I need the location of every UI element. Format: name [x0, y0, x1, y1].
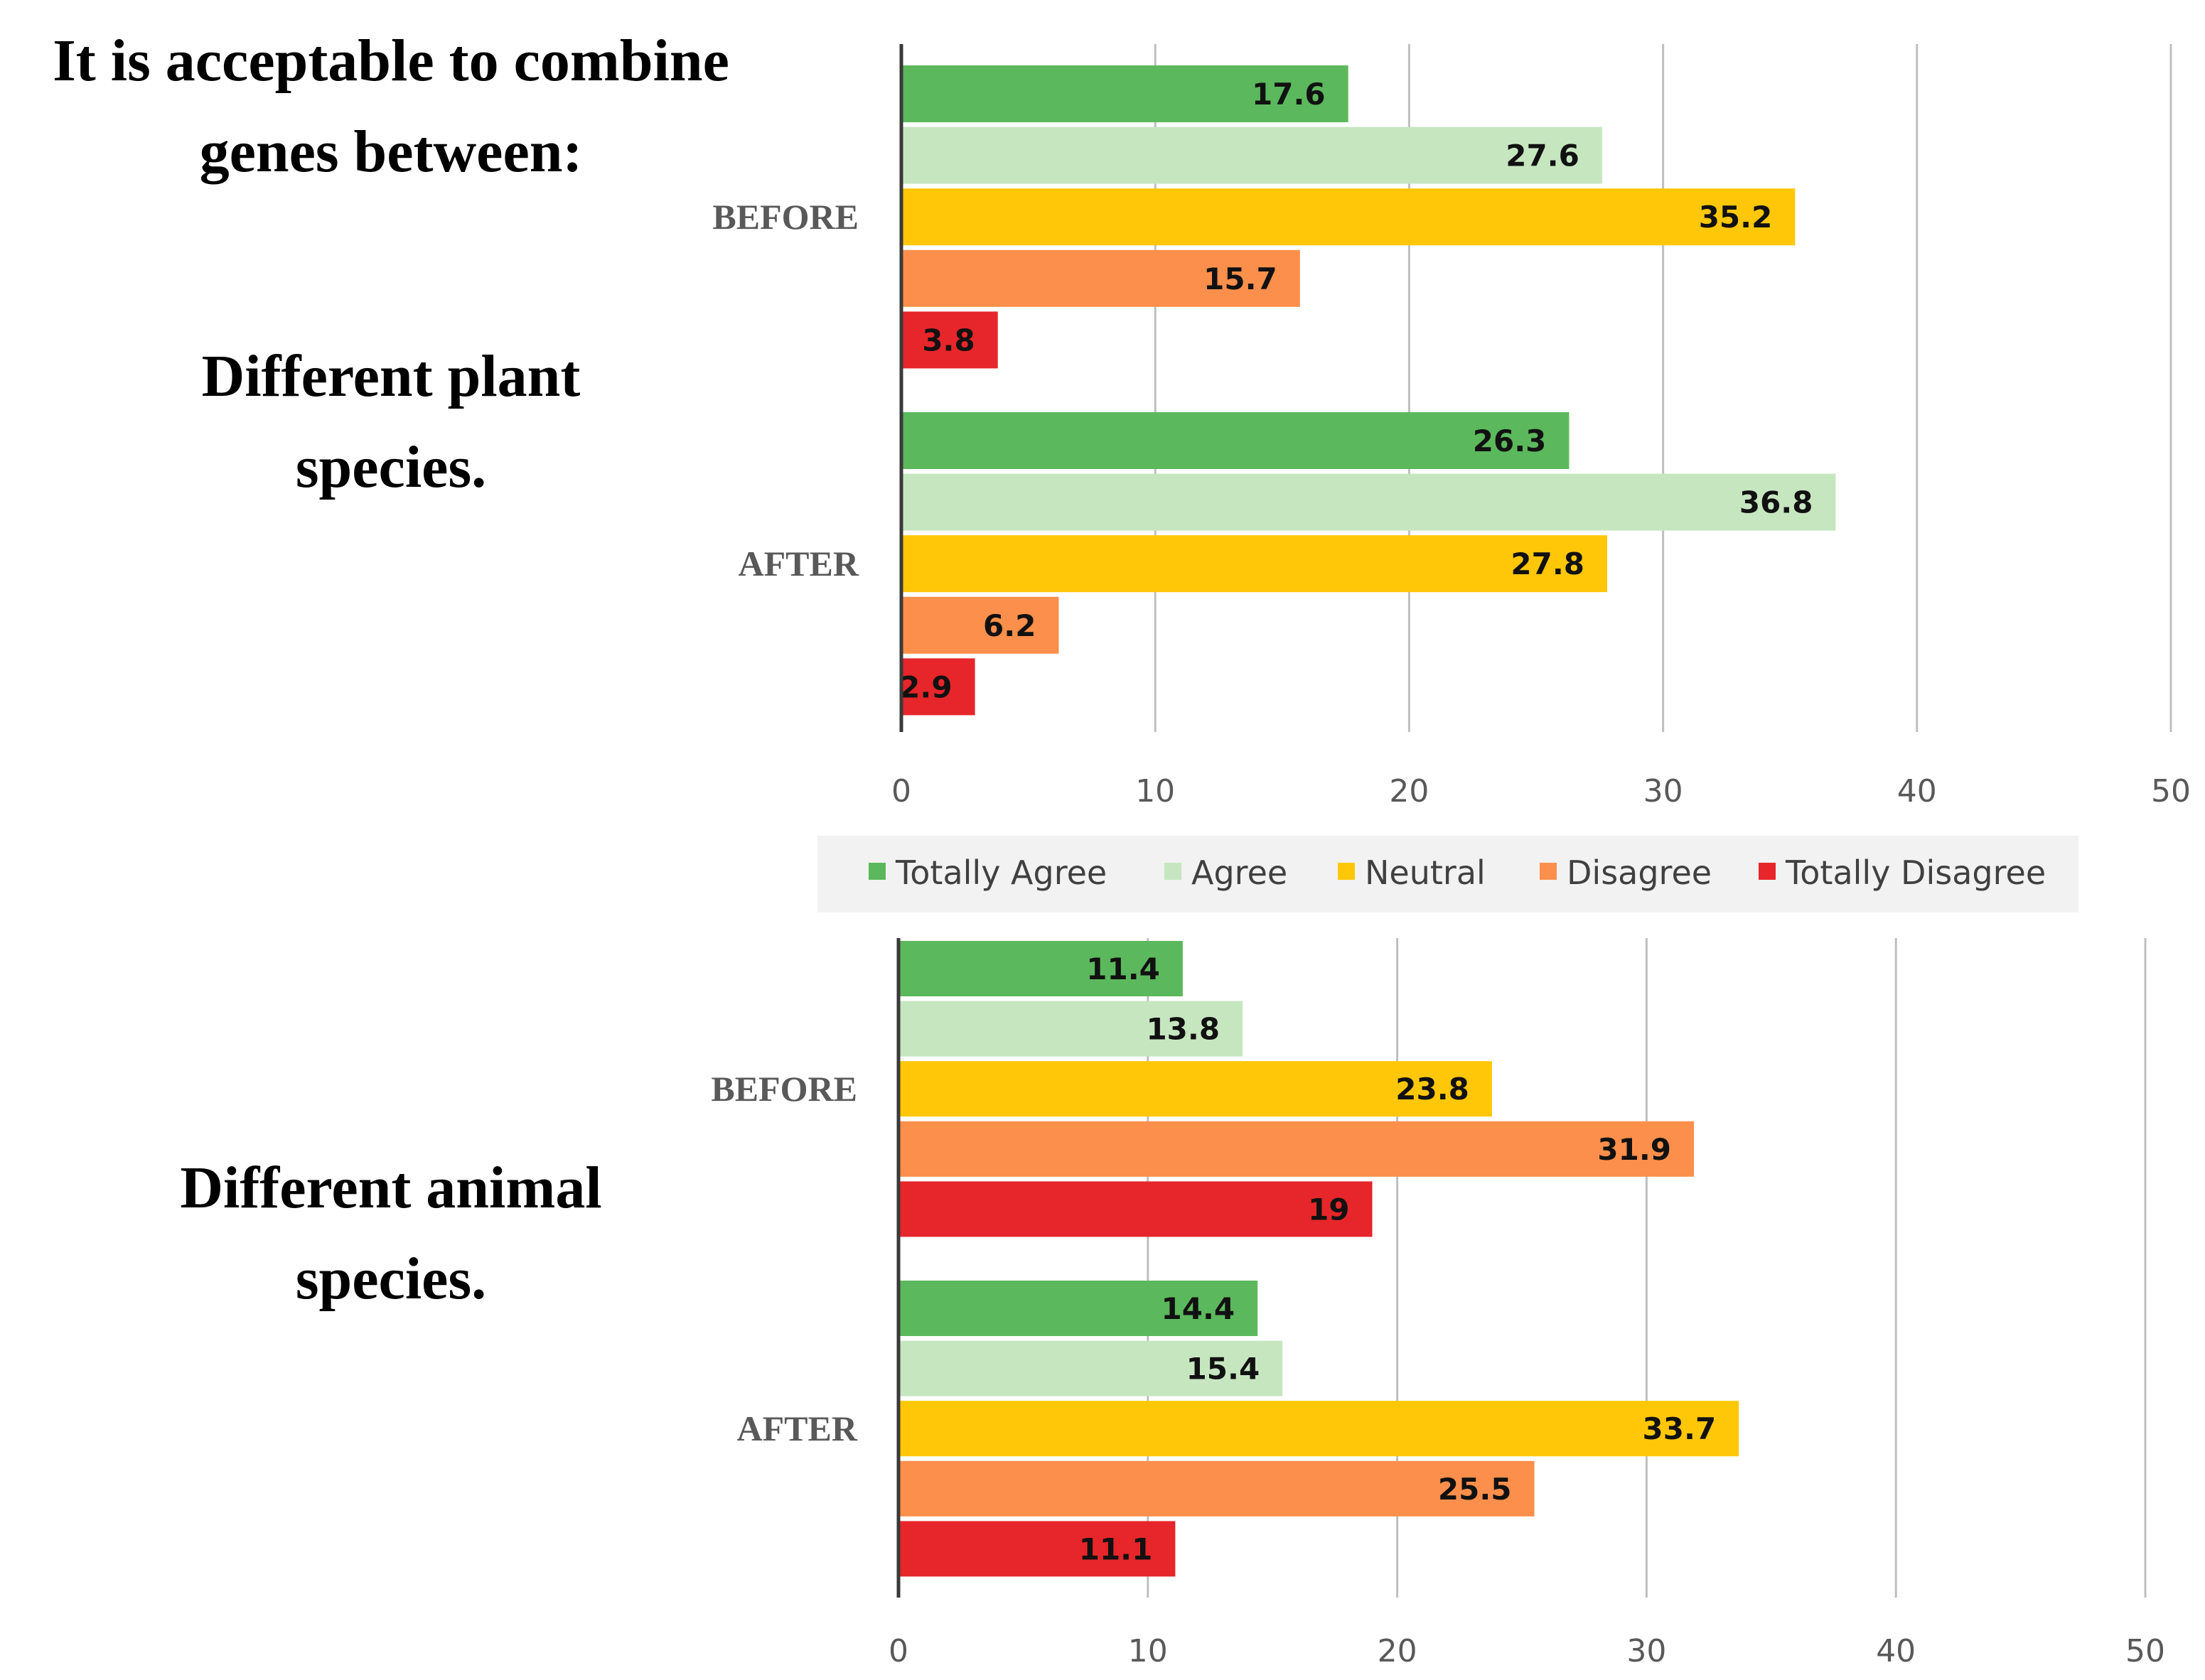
- data-label-after-totally-disagree: 2.9: [899, 669, 952, 704]
- data-label-before-totally-disagree: 19: [1308, 1192, 1349, 1227]
- data-label-before-disagree: 15.7: [1203, 262, 1277, 296]
- legend-label-neutral: Neutral: [1365, 854, 1486, 892]
- bar-before-totally-disagree: [901, 311, 998, 369]
- category-label-after: AFTER: [737, 1409, 858, 1448]
- bar-after-disagree: [898, 1460, 1535, 1517]
- bar-after-neutral: [901, 535, 1608, 593]
- data-label-after-totally-agree: 26.3: [1473, 424, 1547, 458]
- x-tick-label: 50: [2125, 1633, 2165, 1669]
- x-tick-label: 10: [1135, 773, 1175, 809]
- data-label-before-agree: 13.8: [1146, 1012, 1220, 1047]
- data-label-after-neutral: 33.7: [1643, 1411, 1717, 1446]
- data-label-before-totally-agree: 11.4: [1086, 952, 1160, 986]
- category-label-after: AFTER: [739, 544, 859, 583]
- plant-heading-line-1: Different plant: [201, 343, 581, 409]
- legend-swatch-neutral: [1338, 863, 1355, 880]
- plant-species-chart: 17.6 27.6 35.2 15.7 3.8 BEFORE 26.3 36.8 27.8 6.2…: [712, 44, 2191, 809]
- data-label-after-agree: 36.8: [1739, 485, 1813, 520]
- bar-before-agree: [901, 126, 1602, 184]
- data-label-before-agree: 27.6: [1506, 139, 1579, 173]
- bar-after-totally-disagree: [901, 658, 975, 716]
- data-label-after-neutral: 27.8: [1511, 546, 1584, 581]
- bar-after-totally-agree: [901, 412, 1570, 469]
- x-tick-label: 30: [1643, 773, 1683, 809]
- legend-swatch-disagree: [1540, 863, 1557, 880]
- bar-after-agree: [898, 1340, 1283, 1396]
- bar-before-agree: [898, 1001, 1243, 1057]
- data-label-before-totally-disagree: 3.8: [922, 323, 975, 357]
- x-tick-label: 0: [891, 773, 911, 809]
- bar-after-disagree: [901, 596, 1059, 654]
- bar-after-agree: [901, 473, 1836, 531]
- data-label-after-totally-disagree: 11.1: [1079, 1531, 1153, 1566]
- legend: Totally Agree Agree Neutral Disagree Totally…: [817, 836, 2078, 912]
- plant-chart-heading: Different plant species.: [107, 331, 675, 513]
- x-tick-label: 50: [2151, 773, 2191, 809]
- bar-before-totally-agree: [901, 65, 1348, 122]
- category-label-before: BEFORE: [711, 1069, 857, 1109]
- x-tick-label: 40: [1897, 773, 1937, 809]
- bar-before-neutral: [898, 1061, 1492, 1117]
- bar-after-totally-disagree: [898, 1521, 1176, 1577]
- bar-after-totally-agree: [898, 1281, 1258, 1336]
- data-label-before-totally-agree: 17.6: [1252, 77, 1326, 112]
- legend-swatch-totally-disagree: [1759, 863, 1776, 880]
- data-label-before-neutral: 23.8: [1395, 1072, 1469, 1106]
- bar-before-disagree: [901, 249, 1300, 307]
- main-title-line-1: It is acceptable to combine: [53, 28, 729, 94]
- data-label-before-disagree: 31.9: [1597, 1132, 1671, 1167]
- data-label-after-disagree: 25.5: [1438, 1472, 1512, 1507]
- legend-label-totally-disagree: Totally Disagree: [1785, 854, 2046, 892]
- bar-before-disagree: [898, 1121, 1695, 1177]
- legend-label-totally-agree: Totally Agree: [895, 854, 1107, 892]
- animal-heading-line-1: Different animal: [180, 1155, 602, 1221]
- legend-label-disagree: Disagree: [1567, 854, 1712, 892]
- x-tick-label: 30: [1626, 1633, 1666, 1669]
- x-tick-label: 0: [889, 1633, 908, 1669]
- bar-after-neutral: [898, 1401, 1739, 1457]
- data-label-after-disagree: 6.2: [983, 608, 1036, 643]
- x-tick-label: 20: [1389, 773, 1429, 809]
- legend-label-agree: Agree: [1191, 854, 1287, 892]
- animal-chart-heading: Different animal species.: [100, 1143, 682, 1325]
- bar-before-totally-disagree: [898, 1181, 1373, 1237]
- x-tick-label: 20: [1378, 1633, 1417, 1669]
- main-title: It is acceptable to combine genes betwee…: [14, 16, 768, 198]
- x-tick-label: 10: [1128, 1633, 1168, 1669]
- legend-swatch-agree: [1164, 863, 1181, 880]
- category-label-before: BEFORE: [712, 197, 859, 237]
- plant-heading-line-2: species.: [295, 434, 487, 500]
- animal-heading-line-2: species.: [295, 1246, 487, 1312]
- data-label-after-totally-agree: 14.4: [1161, 1291, 1235, 1326]
- bar-before-neutral: [901, 188, 1796, 246]
- data-label-after-agree: 15.4: [1186, 1352, 1260, 1386]
- animal-species-chart: 11.4 13.8 23.8 31.9 19 BEFORE 14.4 15.4 33.7 25.5…: [711, 938, 2165, 1669]
- legend-background: [817, 836, 2078, 912]
- data-label-before-neutral: 35.2: [1699, 200, 1773, 235]
- bar-before-totally-agree: [898, 941, 1183, 996]
- main-title-line-2: genes between:: [199, 119, 583, 185]
- legend-swatch-totally-agree: [869, 863, 886, 880]
- x-tick-label: 40: [1876, 1633, 1916, 1669]
